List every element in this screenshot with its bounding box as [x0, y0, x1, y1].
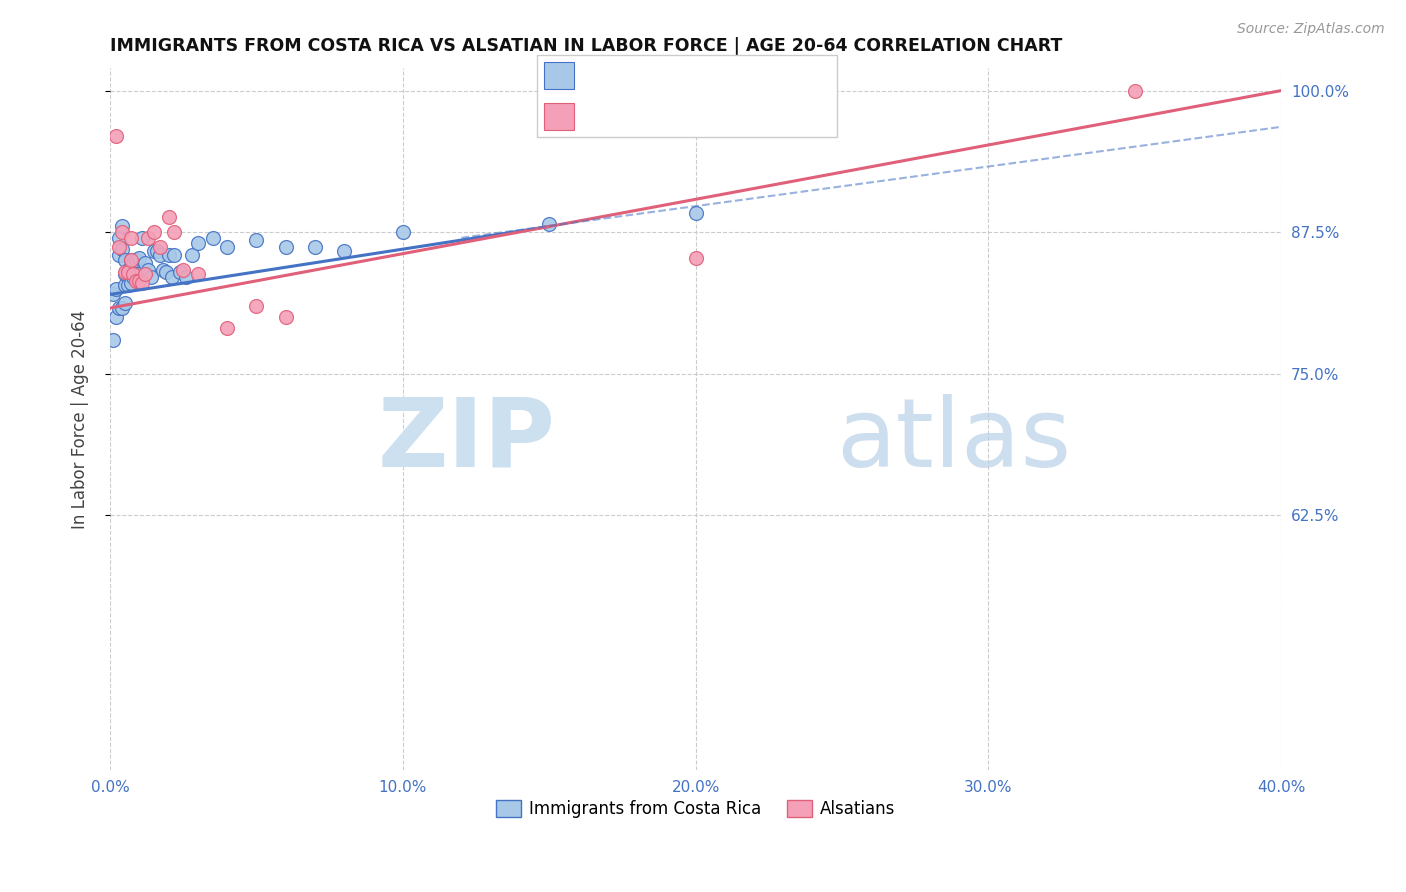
Point	[114, 265, 136, 279]
Point	[101, 287, 124, 301]
Text: Source: ZipAtlas.com: Source: ZipAtlas.com	[1237, 22, 1385, 37]
Point	[149, 240, 172, 254]
Point	[155, 265, 177, 279]
Text: ZIP: ZIP	[377, 393, 555, 486]
Point	[333, 244, 356, 259]
Point	[274, 240, 297, 254]
Point	[169, 265, 191, 279]
Text: 24: 24	[754, 107, 778, 125]
Point	[157, 211, 180, 225]
Point	[122, 256, 145, 270]
Point	[125, 274, 148, 288]
Point	[131, 231, 153, 245]
Point	[122, 267, 145, 281]
Point	[108, 301, 131, 315]
Point	[685, 251, 707, 265]
Point	[108, 231, 131, 245]
Text: R =: R =	[583, 107, 620, 125]
Point	[125, 267, 148, 281]
Point	[104, 310, 127, 324]
Point	[217, 321, 239, 335]
Point	[136, 231, 159, 245]
Text: N =: N =	[707, 67, 744, 85]
Text: 50: 50	[754, 67, 778, 85]
Point	[111, 225, 134, 239]
Point	[152, 262, 174, 277]
Point	[108, 240, 131, 254]
Point	[181, 248, 204, 262]
FancyBboxPatch shape	[544, 62, 575, 89]
Point	[114, 267, 136, 281]
Point	[245, 233, 267, 247]
Point	[304, 240, 326, 254]
Point	[217, 240, 239, 254]
Point	[104, 128, 127, 143]
Point	[108, 248, 131, 262]
Point	[172, 262, 194, 277]
Point	[143, 244, 166, 259]
Legend: Immigrants from Costa Rica, Alsatians: Immigrants from Costa Rica, Alsatians	[489, 793, 901, 825]
Point	[120, 276, 142, 290]
Point	[685, 206, 707, 220]
Point	[114, 296, 136, 310]
Point	[111, 219, 134, 234]
Point	[274, 310, 297, 324]
Point	[120, 253, 142, 268]
Point	[117, 270, 139, 285]
Point	[104, 282, 127, 296]
Point	[149, 248, 172, 262]
Point	[392, 225, 415, 239]
Point	[187, 267, 209, 281]
Point	[111, 242, 134, 256]
Point	[117, 262, 139, 277]
Point	[163, 248, 186, 262]
Point	[174, 270, 197, 285]
Point	[117, 278, 139, 293]
Text: IMMIGRANTS FROM COSTA RICA VS ALSATIAN IN LABOR FORCE | AGE 20-64 CORRELATION CH: IMMIGRANTS FROM COSTA RICA VS ALSATIAN I…	[110, 37, 1063, 55]
Text: 0.514: 0.514	[627, 107, 679, 125]
FancyBboxPatch shape	[544, 103, 575, 130]
Point	[160, 270, 183, 285]
Point	[128, 267, 150, 281]
Point	[163, 225, 186, 239]
Point	[120, 253, 142, 268]
Text: N =: N =	[707, 107, 744, 125]
Point	[139, 270, 162, 285]
Point	[538, 217, 561, 231]
Point	[122, 270, 145, 285]
Point	[201, 231, 224, 245]
Point	[131, 276, 153, 290]
Point	[245, 299, 267, 313]
Point	[114, 253, 136, 268]
Point	[134, 267, 156, 281]
Point	[101, 333, 124, 347]
Point	[187, 236, 209, 251]
Point	[114, 278, 136, 293]
Point	[143, 225, 166, 239]
Point	[146, 244, 169, 259]
Point	[120, 231, 142, 245]
Point	[128, 251, 150, 265]
Text: atlas: atlas	[837, 393, 1071, 486]
Text: 0.194: 0.194	[627, 67, 679, 85]
FancyBboxPatch shape	[537, 55, 838, 136]
Point	[125, 253, 148, 268]
Y-axis label: In Labor Force | Age 20-64: In Labor Force | Age 20-64	[72, 310, 89, 529]
Point	[128, 274, 150, 288]
Point	[111, 301, 134, 315]
Point	[136, 262, 159, 277]
Text: R =: R =	[583, 67, 620, 85]
Point	[117, 265, 139, 279]
Point	[134, 256, 156, 270]
Point	[157, 248, 180, 262]
Point	[1123, 84, 1146, 98]
